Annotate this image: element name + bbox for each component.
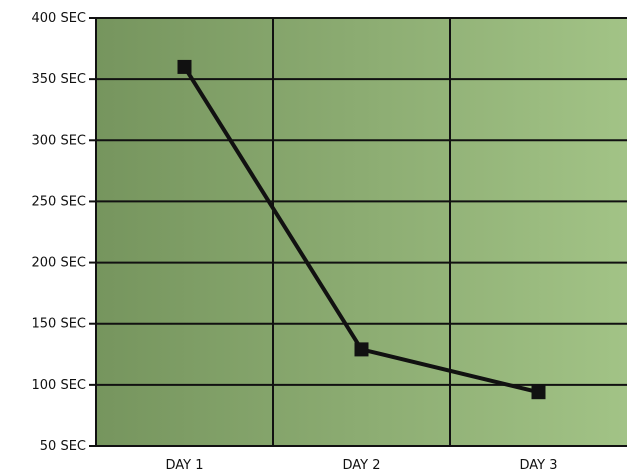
data-point-marker <box>177 59 192 74</box>
data-point-marker <box>531 385 546 400</box>
x-axis-ticks: DAY 1 DAY 2 DAY 3 <box>165 458 557 473</box>
grid <box>96 17 627 446</box>
y-tick-label: 300 SEC <box>32 133 87 148</box>
x-tick-label: DAY 1 <box>165 458 203 473</box>
x-tick-label: DAY 3 <box>519 458 557 473</box>
y-tick-label: 200 SEC <box>32 256 87 271</box>
y-tick-label: 150 SEC <box>32 317 87 332</box>
y-tick-label: 350 SEC <box>32 72 87 87</box>
y-tick-label: 250 SEC <box>32 194 87 209</box>
y-axis-ticks: 50 SEC 100 SEC 150 SEC 200 SEC 250 SEC 300 SE… <box>32 11 96 454</box>
x-tick-label: DAY 2 <box>342 458 380 473</box>
data-point-marker <box>354 342 369 357</box>
y-tick-label: 400 SEC <box>32 11 87 26</box>
plot-area <box>96 18 627 446</box>
series <box>177 59 546 400</box>
y-tick-label: 50 SEC <box>40 439 86 454</box>
y-tick-label: 100 SEC <box>32 378 87 393</box>
axes <box>89 17 627 447</box>
